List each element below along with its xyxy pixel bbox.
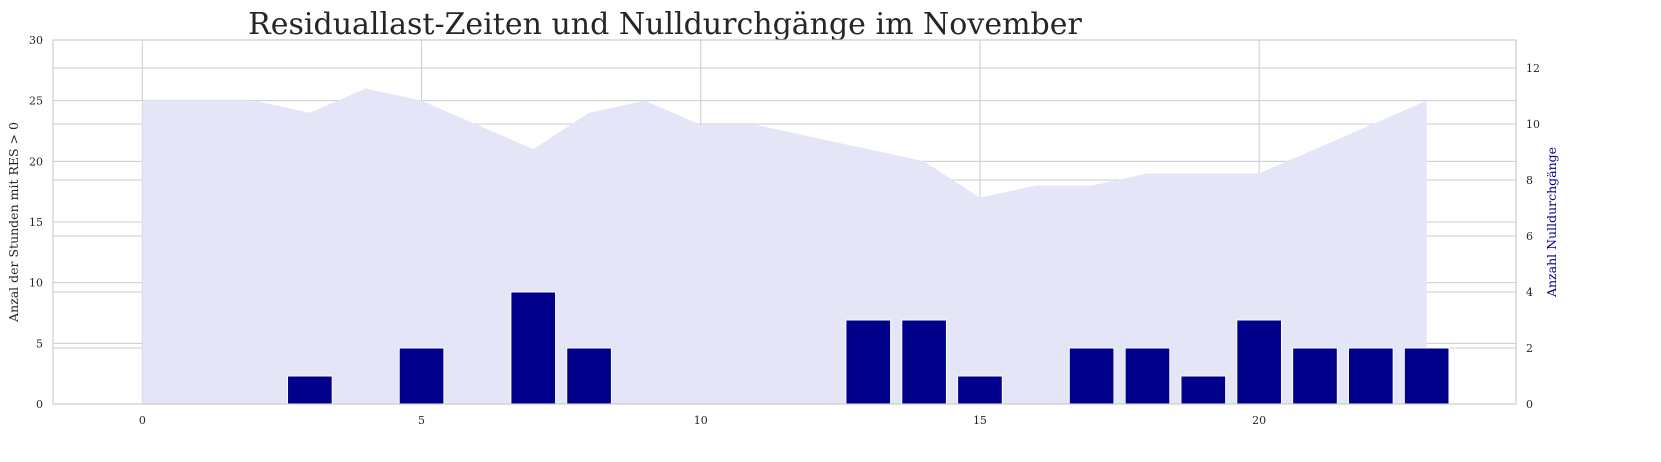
right-y-tick-label: 2 bbox=[1526, 342, 1533, 355]
bar bbox=[398, 347, 445, 405]
area-series-fill bbox=[142, 88, 1427, 405]
right-y-tick-label: 0 bbox=[1526, 398, 1533, 411]
right-y-tick-label: 4 bbox=[1526, 286, 1533, 299]
plot-frame bbox=[52, 39, 1517, 405]
right-y-tick-label: 8 bbox=[1526, 174, 1533, 187]
bar bbox=[901, 319, 947, 405]
left-y-tick-label: 0 bbox=[36, 398, 43, 411]
left-y-axis-label: Anzal der Stunden mit RES > 0 bbox=[6, 122, 21, 323]
bar bbox=[1347, 347, 1394, 405]
left-y-tick-label: 5 bbox=[36, 337, 43, 350]
right-y-axis-label: Anzahl Nulldurchgänge bbox=[1544, 147, 1559, 298]
bar bbox=[845, 319, 892, 405]
bar bbox=[1068, 347, 1115, 405]
x-axis-ticks: 0 5 10 15 20 bbox=[139, 414, 1266, 427]
left-y-tick-label: 20 bbox=[29, 155, 43, 168]
bar bbox=[1180, 375, 1227, 405]
bar-series bbox=[287, 291, 1450, 405]
left-y-tick-label: 30 bbox=[29, 34, 43, 47]
bar bbox=[510, 291, 557, 405]
left-y-tick-label: 25 bbox=[29, 95, 43, 108]
chart-title: Residuallast-Zeiten und Nulldurchgänge i… bbox=[248, 7, 1082, 42]
bar bbox=[287, 375, 333, 405]
bar bbox=[1292, 347, 1338, 405]
left-y-axis-ticks: 0 5 10 15 20 25 30 bbox=[29, 34, 43, 411]
left-y-tick-label: 10 bbox=[29, 277, 43, 290]
right-y-tick-label: 12 bbox=[1526, 62, 1540, 75]
bar bbox=[1236, 319, 1282, 405]
right-y-tick-label: 6 bbox=[1526, 230, 1533, 243]
x-tick-label: 20 bbox=[1252, 414, 1266, 427]
x-tick-label: 5 bbox=[418, 414, 425, 427]
bar bbox=[566, 347, 612, 405]
right-y-tick-label: 10 bbox=[1526, 118, 1540, 131]
bar bbox=[1403, 347, 1450, 405]
x-tick-label: 10 bbox=[694, 414, 708, 427]
left-y-tick-label: 15 bbox=[29, 216, 43, 229]
bar bbox=[957, 375, 1003, 405]
x-tick-label: 15 bbox=[973, 414, 987, 427]
area-series bbox=[142, 88, 1427, 405]
bar bbox=[1124, 347, 1171, 405]
right-y-axis-ticks: 0 2 4 6 8 10 12 bbox=[1526, 62, 1540, 411]
x-tick-label: 0 bbox=[139, 414, 146, 427]
